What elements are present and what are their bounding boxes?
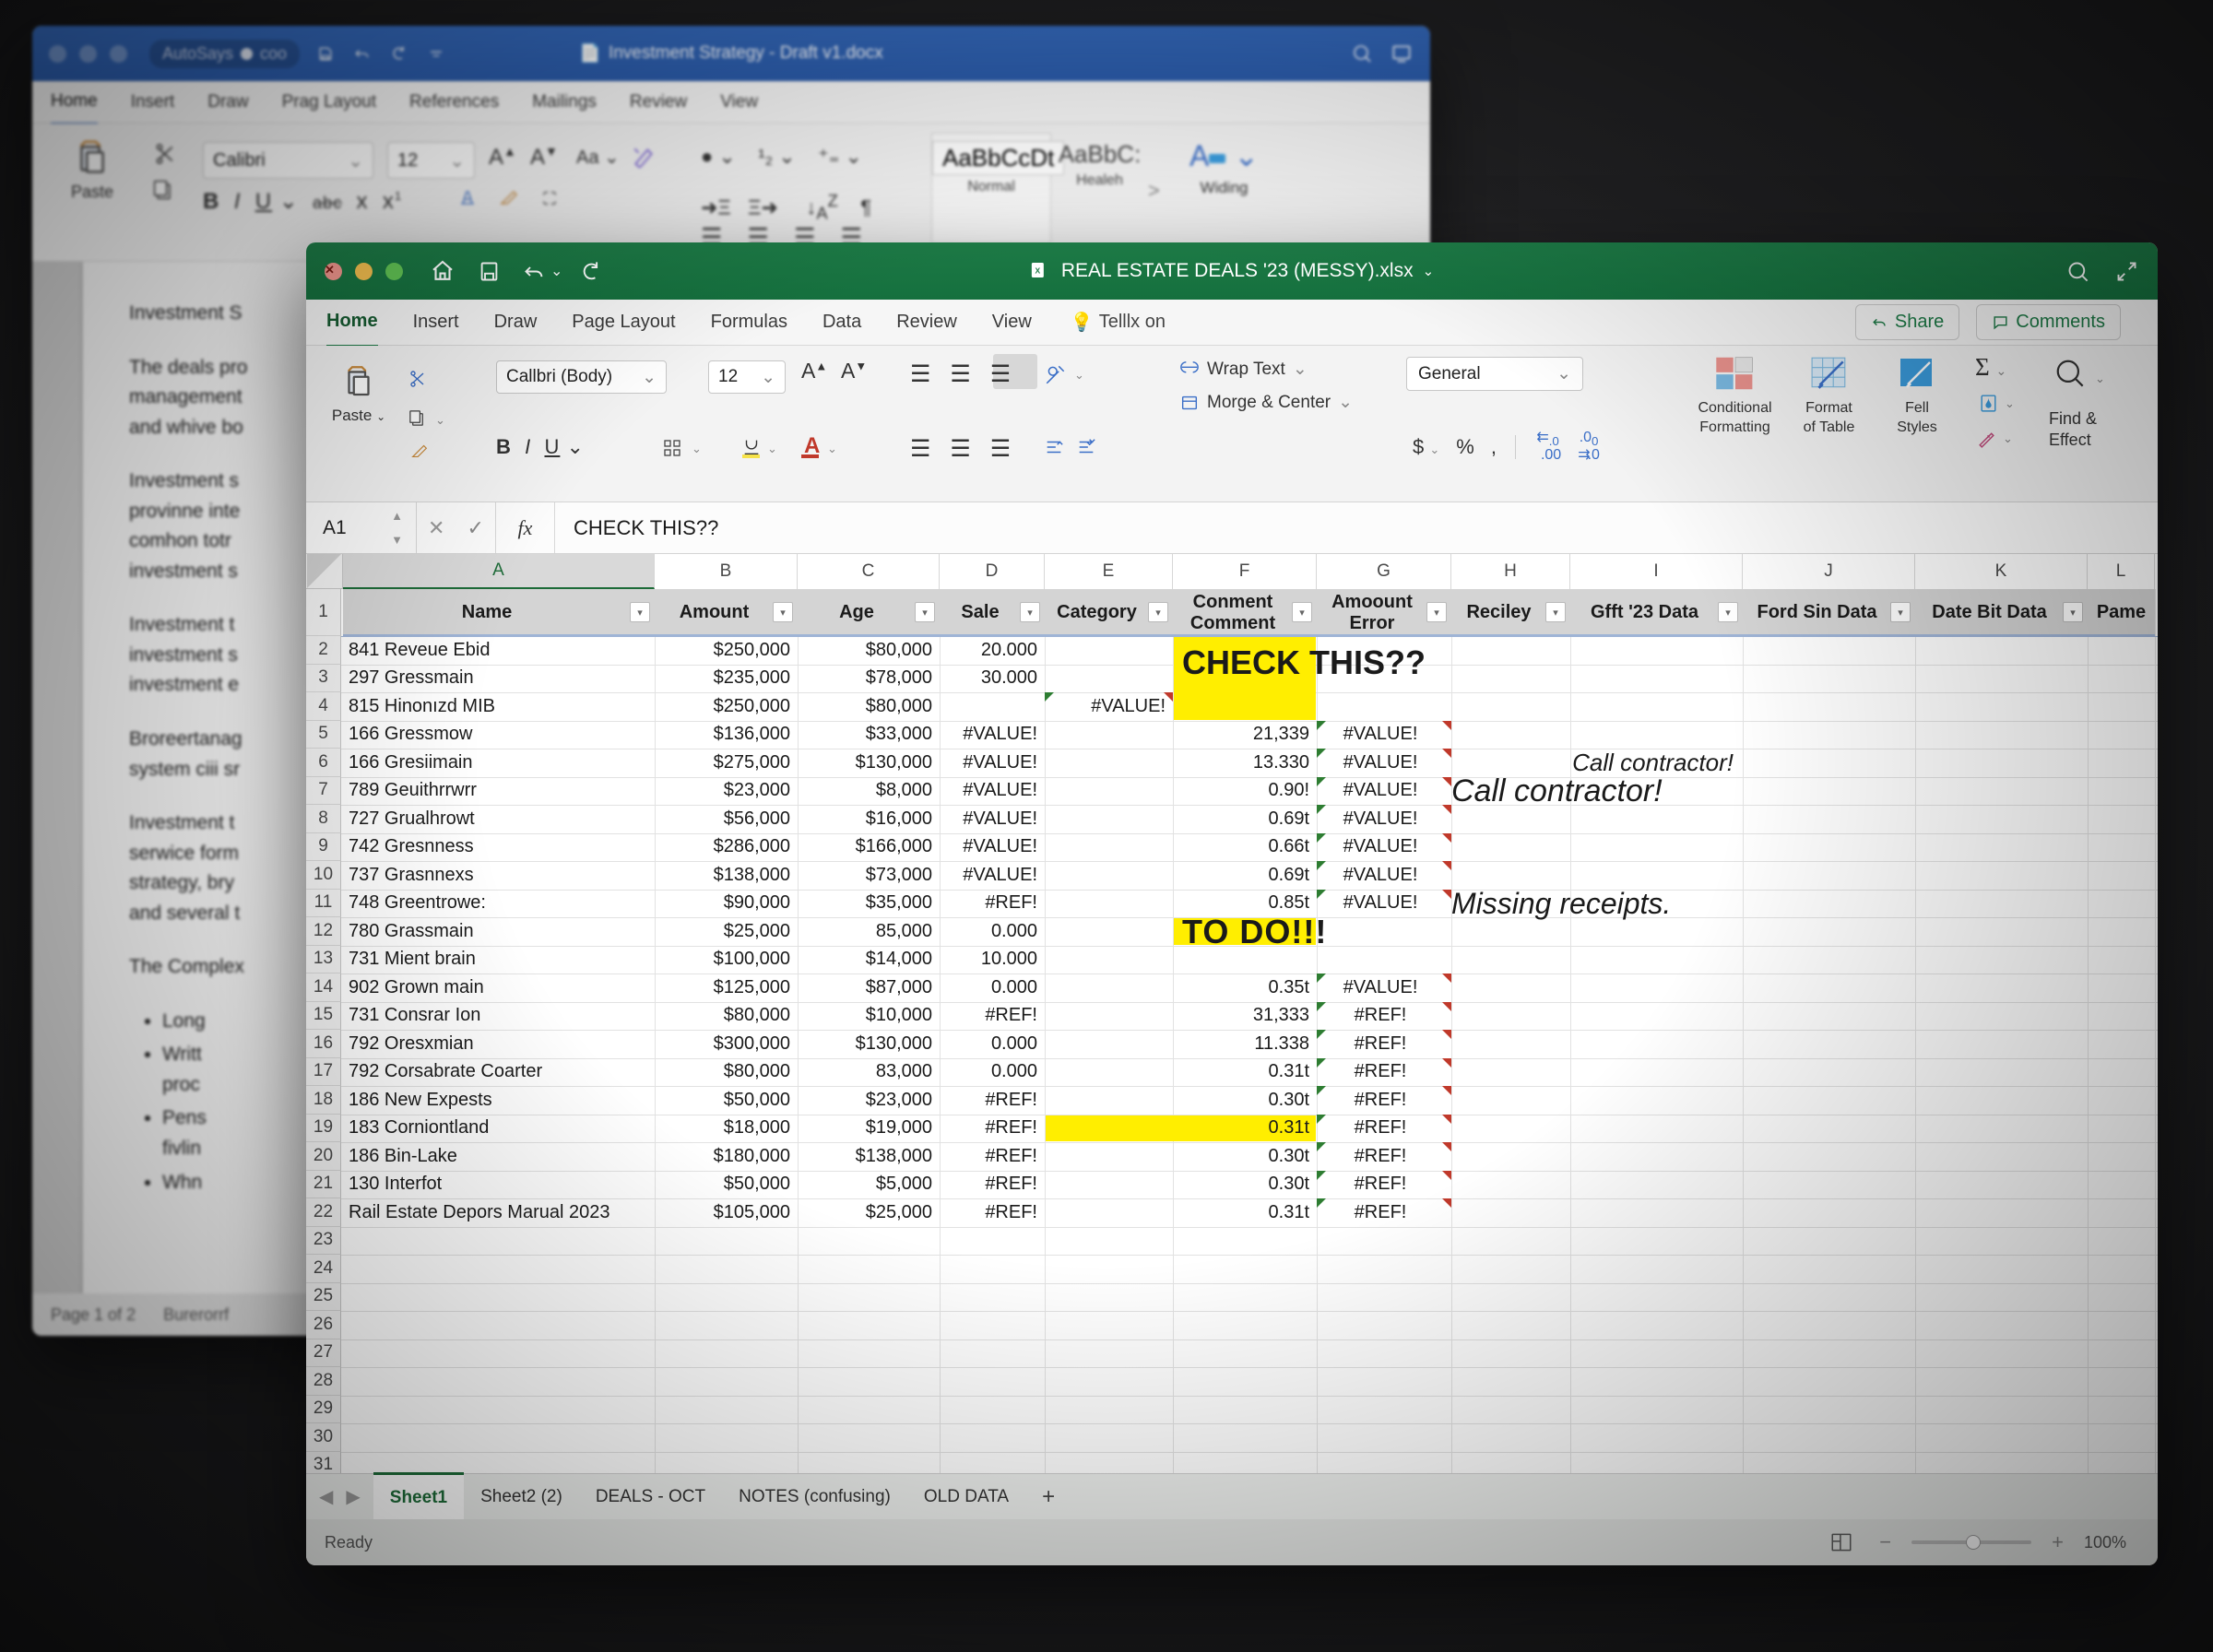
svg-text:X: X <box>1035 266 1041 276</box>
